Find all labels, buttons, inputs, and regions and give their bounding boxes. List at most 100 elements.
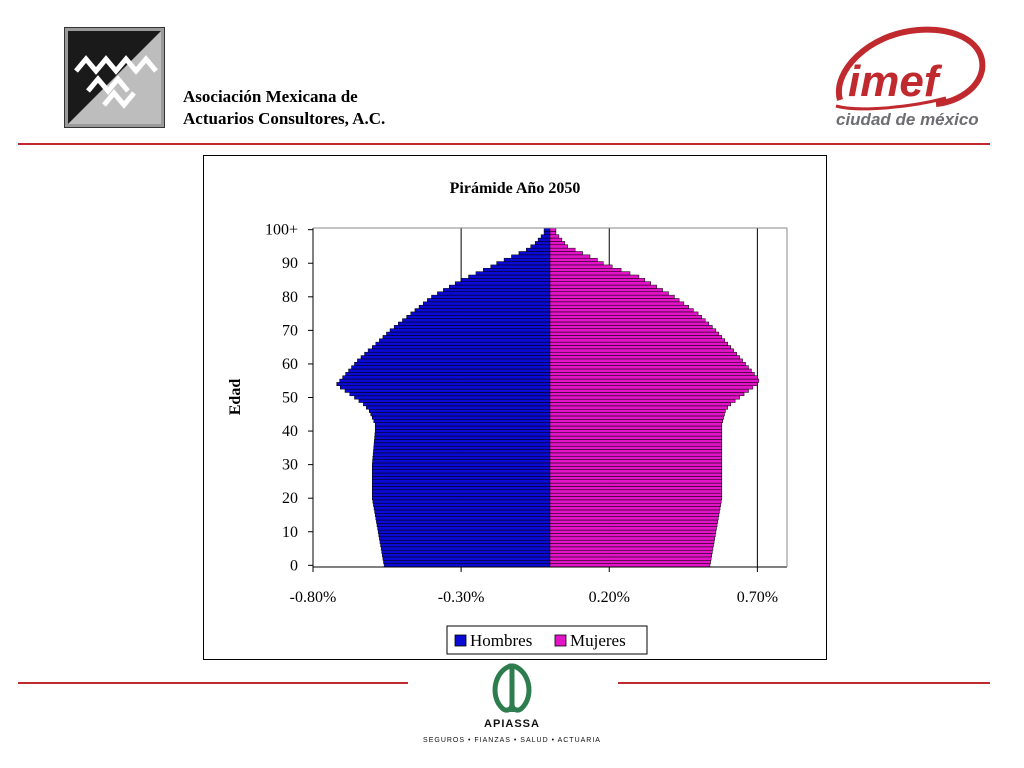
- bar-mujeres: [549, 372, 755, 376]
- bar-mujeres: [549, 358, 743, 363]
- y-axis-label: Edad: [227, 379, 244, 416]
- bar-mujeres: [549, 382, 758, 387]
- bar-mujeres: [549, 549, 713, 554]
- bar-hombres: [380, 543, 551, 548]
- bar-hombres: [468, 274, 551, 279]
- bar-mujeres: [549, 509, 720, 514]
- bar-hombres: [351, 365, 551, 370]
- legend-box: [446, 625, 648, 655]
- bar-hombres: [374, 425, 551, 430]
- bar-mujeres: [549, 274, 640, 279]
- imef-wordmark: imef: [848, 57, 943, 106]
- bar-hombres: [389, 328, 551, 333]
- bar-hombres: [540, 234, 551, 239]
- bar-hombres: [339, 378, 551, 383]
- bar-mujeres: [549, 543, 714, 548]
- bar-mujeres: [549, 398, 736, 403]
- bar-hombres: [427, 298, 551, 303]
- bar-hombres: [373, 419, 551, 423]
- bar-mujeres: [549, 395, 740, 400]
- bar-mujeres: [549, 328, 717, 333]
- bar-hombres: [374, 432, 551, 437]
- population-pyramid-chart: Pirámide Año 2050 Edad 0 10 20 30 40 50 60 70 80…: [203, 155, 827, 660]
- bar-hombres: [372, 466, 551, 470]
- bar-mujeres: [549, 529, 717, 534]
- bar-mujeres: [549, 506, 721, 511]
- bar-hombres: [543, 227, 551, 232]
- bar-mujeres: [549, 368, 752, 373]
- y-tick-label: 20: [282, 490, 298, 507]
- bar-hombres: [372, 452, 551, 457]
- imef-logo: imef ciudad de méxico: [828, 22, 990, 134]
- bar-mujeres: [549, 482, 723, 487]
- bar-hombres: [454, 281, 551, 286]
- y-tick-label: 100+: [265, 222, 298, 239]
- bar-mujeres: [549, 502, 721, 507]
- bar-hombres: [372, 469, 551, 474]
- axes: [312, 227, 788, 568]
- bar-mujeres: [549, 553, 713, 558]
- bar-mujeres: [549, 479, 723, 484]
- bar-hombres: [381, 549, 551, 554]
- bar-hombres: [374, 422, 551, 427]
- bar-hombres: [372, 489, 551, 494]
- bar-hombres: [348, 368, 551, 373]
- bar-hombres: [537, 237, 551, 242]
- bar-mujeres: [549, 278, 646, 282]
- bar-mujeres: [549, 244, 569, 249]
- bar-hombres: [402, 318, 551, 323]
- bar-mujeres: [549, 348, 734, 353]
- bar-hombres: [372, 492, 551, 497]
- bar-mujeres: [549, 335, 723, 340]
- bar-mujeres: [549, 261, 604, 266]
- chart-svg: Pirámide Año 2050 Edad 0 10 20 30 40 50 60 70 80…: [227, 180, 788, 655]
- bar-hombres: [373, 445, 551, 450]
- footer-divider-left: [18, 682, 408, 684]
- bar-mujeres: [549, 294, 675, 299]
- bar-hombres: [393, 325, 551, 329]
- bar-hombres: [336, 382, 551, 387]
- bar-mujeres: [549, 291, 669, 296]
- bar-mujeres: [549, 445, 723, 450]
- y-tick-label: 90: [282, 255, 298, 272]
- bar-mujeres: [549, 321, 710, 326]
- legend-label-mujeres: Mujeres: [570, 631, 626, 650]
- bar-hombres: [372, 345, 551, 350]
- bar-mujeres: [549, 435, 723, 440]
- bar-mujeres: [549, 539, 715, 544]
- bar-mujeres: [549, 271, 631, 276]
- bar-hombres: [372, 496, 551, 501]
- bar-hombres: [373, 442, 551, 447]
- bar-mujeres: [549, 496, 723, 501]
- bar-hombres: [379, 338, 551, 343]
- bar-hombres: [443, 288, 551, 293]
- bar-mujeres: [549, 325, 713, 329]
- bar-mujeres: [549, 536, 715, 541]
- bar-hombres: [449, 284, 551, 289]
- bar-mujeres: [549, 402, 731, 407]
- bar-mujeres: [549, 489, 723, 494]
- bar-hombres: [376, 523, 551, 527]
- bar-hombres: [382, 553, 551, 558]
- bar-hombres: [363, 402, 551, 407]
- apiassa-name: APIASSA: [484, 718, 540, 730]
- bar-mujeres: [549, 264, 613, 269]
- y-tick-label: 50: [282, 390, 298, 407]
- bar-mujeres: [549, 455, 723, 460]
- org-name-line1: Asociación Mexicana de: [183, 87, 358, 106]
- bar-hombres: [366, 405, 551, 410]
- bar-mujeres: [549, 318, 706, 323]
- bar-mujeres: [549, 415, 724, 420]
- bar-mujeres: [549, 469, 723, 474]
- bar-hombres: [380, 546, 551, 551]
- bar-mujeres: [549, 486, 723, 491]
- bar-hombres: [377, 526, 551, 531]
- bar-hombres: [349, 392, 551, 397]
- bar-hombres: [386, 331, 551, 336]
- bar-hombres: [372, 462, 551, 467]
- bar-mujeres: [549, 241, 566, 246]
- bar-mujeres: [549, 251, 583, 256]
- bar-hombres: [379, 539, 551, 544]
- bar-hombres: [543, 231, 551, 235]
- bar-mujeres: [549, 452, 723, 457]
